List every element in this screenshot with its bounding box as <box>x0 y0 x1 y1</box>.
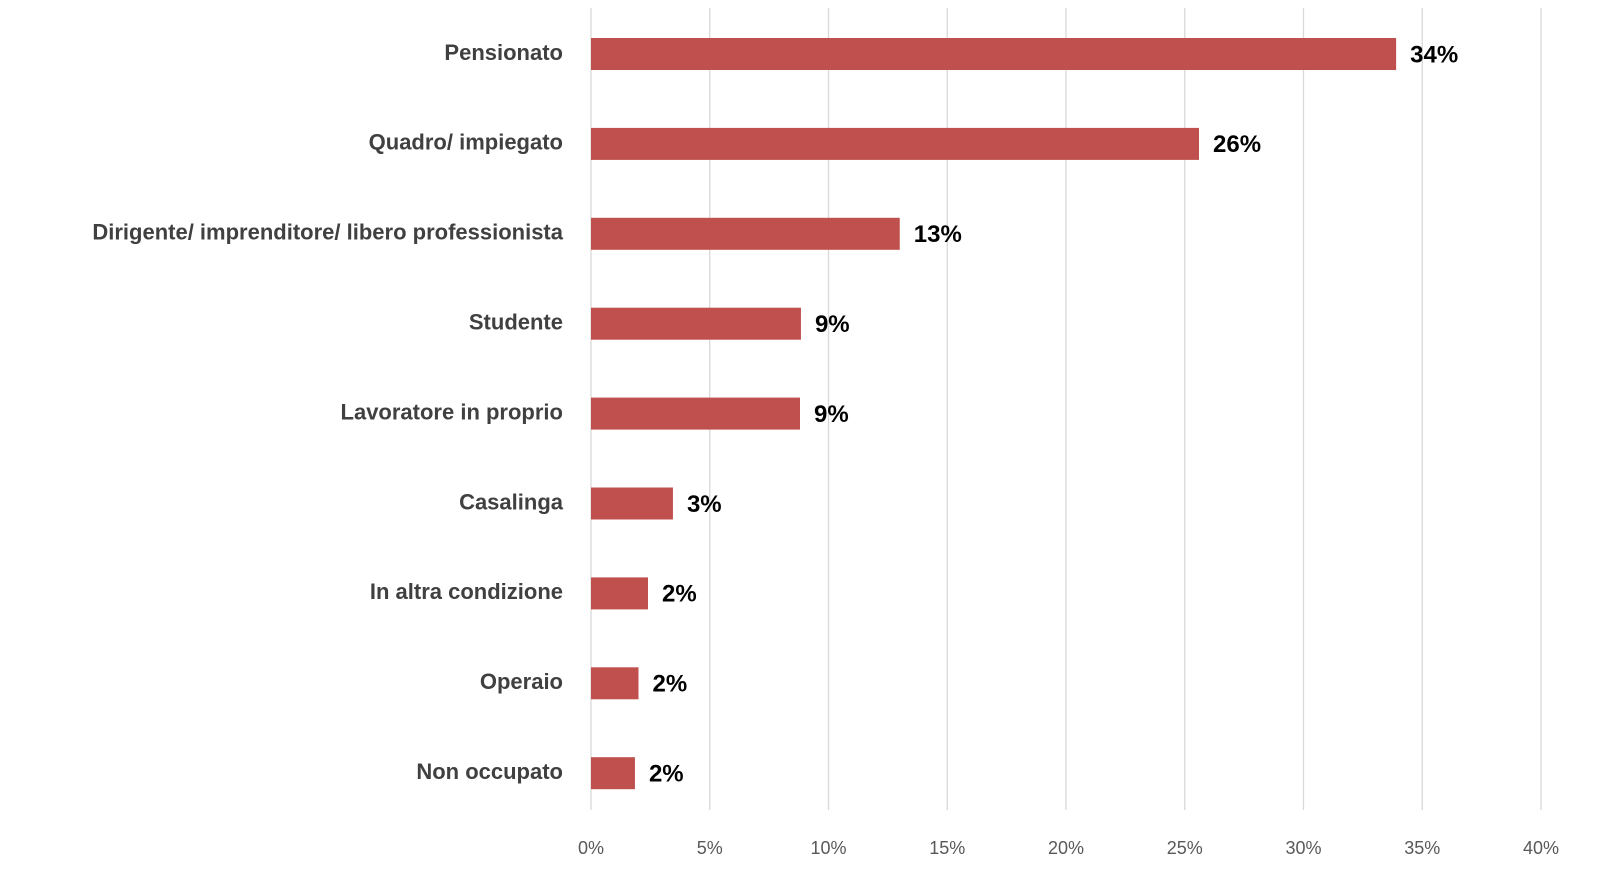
x-tick-label: 25% <box>1167 838 1203 858</box>
data-label: 13% <box>914 221 962 248</box>
category-label: Casalinga <box>459 489 564 514</box>
category-label: Quadro/ impiegato <box>369 130 563 155</box>
bar <box>591 38 1397 70</box>
data-label: 9% <box>814 401 849 428</box>
data-label: 2% <box>653 671 688 698</box>
x-tick-label: 30% <box>1285 838 1321 858</box>
bar <box>591 397 800 430</box>
bar <box>591 667 639 700</box>
data-label: 3% <box>687 491 722 518</box>
data-label: 2% <box>649 761 684 788</box>
x-tick-label: 5% <box>697 838 723 858</box>
category-label: Studente <box>469 310 563 335</box>
x-tick-label: 20% <box>1048 838 1084 858</box>
x-tick-label: 0% <box>578 838 604 858</box>
category-label: In altra condizione <box>370 579 563 604</box>
data-label: 34% <box>1410 41 1458 68</box>
x-tick-label: 10% <box>810 838 846 858</box>
x-tick-label: 40% <box>1523 838 1559 858</box>
category-label: Lavoratore in proprio <box>341 399 563 424</box>
data-label: 9% <box>815 311 850 338</box>
category-label: Dirigente/ imprenditore/ libero professi… <box>92 220 563 245</box>
x-tick-label: 35% <box>1404 838 1440 858</box>
data-label: 2% <box>662 581 697 608</box>
bar <box>591 127 1199 160</box>
x-tick-label: 15% <box>929 838 965 858</box>
bar <box>591 217 900 250</box>
data-label: 26% <box>1213 131 1261 158</box>
bar <box>591 577 648 610</box>
category-label: Operaio <box>480 669 563 694</box>
bar <box>591 307 801 340</box>
category-label: Pensionato <box>444 40 563 65</box>
bar <box>591 487 673 520</box>
bar <box>591 757 635 790</box>
category-label: Non occupato <box>416 759 563 784</box>
